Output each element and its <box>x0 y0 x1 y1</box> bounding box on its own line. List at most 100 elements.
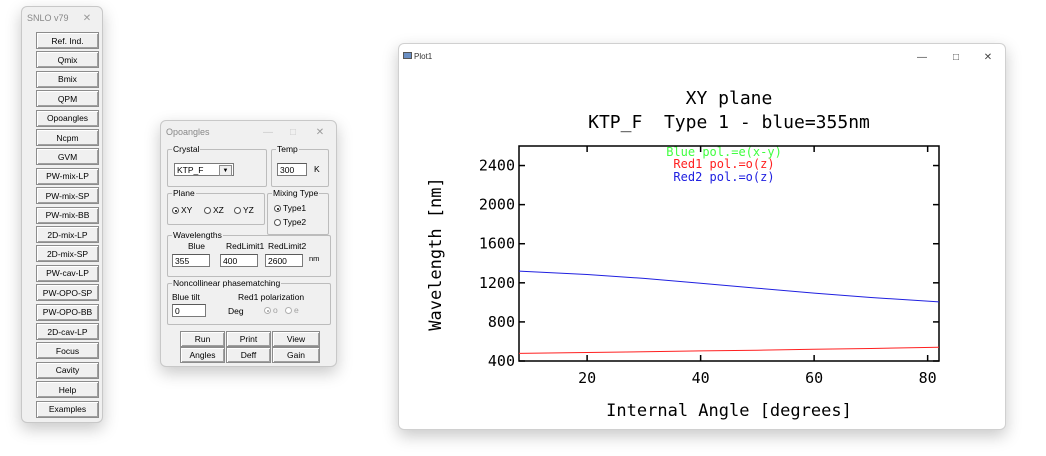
plane-group: Plane XY XZ YZ <box>167 188 265 225</box>
noncollinear-group: Noncollinear phasematching Blue tilt 0 D… <box>167 278 331 325</box>
radio-icon[interactable] <box>264 307 271 314</box>
mixing-type-label: Mixing Type <box>272 188 320 198</box>
run-button[interactable]: Run <box>180 331 225 347</box>
mixing-option-type2-label: Type2 <box>283 217 307 227</box>
temp-input[interactable]: 300 <box>277 163 307 176</box>
plane-option-xz[interactable]: XZ <box>204 205 224 215</box>
wavelengths-label: Wavelengths <box>172 230 223 240</box>
blue-tilt-input[interactable]: 0 <box>172 304 206 317</box>
snlo-button-pw-cav-lp[interactable]: PW-cav-LP <box>36 264 99 282</box>
snlo-button-qmix[interactable]: Qmix <box>36 51 99 69</box>
snlo-button-pw-mix-sp[interactable]: PW-mix-SP <box>36 187 99 205</box>
view-button[interactable]: View <box>272 331 320 347</box>
redlimit1-input[interactable]: 400 <box>220 254 258 267</box>
redlimit1-column-label: RedLimit1 <box>226 241 265 251</box>
y-tick-label: 2400 <box>479 157 515 175</box>
radio-icon[interactable] <box>204 207 211 214</box>
polarization-option-e[interactable]: e <box>285 305 299 315</box>
print-button[interactable]: Print <box>226 331 271 347</box>
redlimit2-input[interactable]: 2600 <box>265 254 303 267</box>
axis-ticks: 20 40 60 80 400 800 1200 1600 2000 2400 <box>479 146 939 387</box>
nm-unit: nm <box>309 254 320 263</box>
snlo-close-icon[interactable]: ✕ <box>82 12 92 24</box>
mixing-option-type2[interactable]: Type2 <box>274 217 306 227</box>
snlo-button-2d-cav-lp[interactable]: 2D-cav-LP <box>36 323 99 340</box>
polarization-option-e-label: e <box>294 305 299 315</box>
snlo-button-gvm[interactable]: GVM <box>36 148 99 166</box>
red1-polarization-label: Red1 polarization <box>238 292 305 302</box>
opoangles-title: Opoangles <box>166 127 210 137</box>
maximize-icon[interactable]: □ <box>289 126 297 138</box>
plane-option-xz-label: XZ <box>213 205 224 215</box>
mixing-type-group: Mixing Type Type1 Type2 <box>267 188 329 235</box>
blue-column-label: Blue <box>188 241 206 251</box>
plot-window: Plot1 — □ ✕ XY plane KTP_F Type 1 - blue… <box>398 43 1006 430</box>
snlo-button-pw-mix-lp[interactable]: PW-mix-LP <box>36 167 99 185</box>
snlo-button-cavity[interactable]: Cavity <box>36 361 99 379</box>
y-tick-label: 400 <box>488 352 515 370</box>
snlo-button-focus[interactable]: Focus <box>36 342 99 360</box>
plot-title: Plot1 <box>414 51 433 61</box>
angles-button[interactable]: Angles <box>180 347 225 363</box>
crystal-select-value: KTP_F <box>177 165 204 175</box>
snlo-button-opoangles[interactable]: Opoangles <box>36 109 99 127</box>
maximize-icon[interactable]: □ <box>952 51 960 63</box>
snlo-button-examples[interactable]: Examples <box>36 400 99 418</box>
snlo-button-pw-opo-bb[interactable]: PW-OPO-BB <box>36 303 99 321</box>
snlo-button-pw-opo-sp[interactable]: PW-OPO-SP <box>36 284 99 302</box>
plane-option-xy-label: XY <box>181 205 193 215</box>
deff-button[interactable]: Deff <box>226 347 271 363</box>
crystal-select[interactable]: KTP_F ▼ <box>174 163 234 176</box>
gain-button[interactable]: Gain <box>272 347 320 363</box>
close-icon[interactable]: ✕ <box>983 51 993 63</box>
wavelengths-group: Wavelengths Blue RedLimit1 RedLimit2 355… <box>167 230 331 277</box>
snlo-button-2d-mix-lp[interactable]: 2D-mix-LP <box>36 226 99 243</box>
radio-icon[interactable] <box>274 205 281 212</box>
y-tick-label: 2000 <box>479 196 515 214</box>
snlo-button-pw-mix-bb[interactable]: PW-mix-BB <box>36 206 99 224</box>
legend-red1: Red1 pol.=o(z) <box>673 157 774 171</box>
x-tick-label: 20 <box>578 369 596 387</box>
redlimit2-column-label: RedLimit2 <box>268 241 307 251</box>
mixing-option-type1[interactable]: Type1 <box>274 203 306 213</box>
plot-titlebar: Plot1 — □ ✕ <box>399 44 1005 68</box>
snlo-button-ncpm[interactable]: Ncpm <box>36 129 99 146</box>
legend-blue: Blue pol.=e(x-y) <box>666 145 782 159</box>
polarization-option-o-label: o <box>273 305 278 315</box>
radio-icon[interactable] <box>274 219 281 226</box>
y-axis-label: Wavelength [nm] <box>426 177 446 331</box>
y-tick-label: 800 <box>488 313 515 331</box>
snlo-button-2d-mix-sp[interactable]: 2D-mix-SP <box>36 245 99 263</box>
legend-red2: Red2 pol.=o(z) <box>673 170 774 184</box>
minimize-icon[interactable]: — <box>917 51 927 63</box>
radio-icon[interactable] <box>285 307 292 314</box>
deg-unit: Deg <box>228 306 244 316</box>
radio-icon[interactable] <box>234 207 241 214</box>
x-axis-label: Internal Angle [degrees] <box>606 401 852 421</box>
snlo-title: SNLO v79 <box>27 13 69 23</box>
minimize-icon[interactable]: — <box>263 126 273 138</box>
plane-option-xy[interactable]: XY <box>172 205 192 215</box>
snlo-button-bmix[interactable]: Bmix <box>36 70 99 88</box>
blue-wavelength-input[interactable]: 355 <box>172 254 210 267</box>
temp-group-label: Temp <box>276 144 299 154</box>
snlo-button-help[interactable]: Help <box>36 381 99 399</box>
snlo-button-ref-ind[interactable]: Ref. Ind. <box>36 32 99 49</box>
crystal-group-label: Crystal <box>172 144 201 154</box>
plane-option-yz[interactable]: YZ <box>234 205 254 215</box>
radio-icon[interactable] <box>172 207 179 214</box>
mixing-option-type1-label: Type1 <box>283 203 307 213</box>
blue-tilt-label: Blue tilt <box>172 292 200 302</box>
series-lines <box>518 270 940 354</box>
wavelength-chart: XY plane KTP_F Type 1 - blue=355nm Blue … <box>426 88 940 421</box>
temp-unit: K <box>314 164 320 174</box>
chart-title: XY plane <box>686 88 773 109</box>
snlo-button-qpm[interactable]: QPM <box>36 90 99 108</box>
plane-group-label: Plane <box>172 188 196 198</box>
polarization-option-o[interactable]: o <box>264 305 278 315</box>
chevron-down-icon[interactable]: ▼ <box>219 165 232 176</box>
noncollinear-label: Noncollinear phasematching <box>172 278 282 288</box>
snlo-main-window: SNLO v79 ✕ Ref. Ind. Qmix Bmix QPM Opoangles… <box>21 6 103 423</box>
crystal-group: Crystal KTP_F ▼ <box>167 144 267 187</box>
close-icon[interactable]: ✕ <box>315 126 325 138</box>
